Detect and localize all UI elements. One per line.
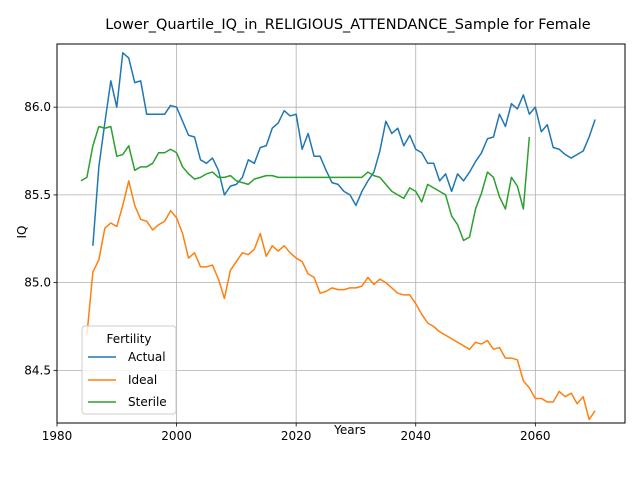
x-tick-label: 2060: [520, 429, 551, 443]
legend-label-ideal: Ideal: [128, 373, 157, 387]
legend-box: [81, 325, 177, 415]
legend: Fertility Actual Ideal Sterile: [81, 325, 177, 415]
series-line-ideal: [86, 180, 596, 421]
chart-title: Lower_Quartile_IQ_in_RELIGIOUS_ATTENDANC…: [105, 17, 591, 33]
legend-title: Fertility: [106, 332, 151, 346]
tick-layer: 1980 2000 2020 2040 2060 84.5 85.0 85.5 86.0: [24, 100, 550, 443]
x-tick-label: 1980: [42, 429, 73, 443]
y-tick-label: 85.5: [24, 188, 51, 202]
x-tick-label: 2000: [161, 429, 192, 443]
series-layer: [80, 52, 596, 421]
legend-label-actual: Actual: [128, 350, 166, 364]
y-axis-title: IQ: [15, 226, 29, 239]
plot-frame: [56, 43, 626, 424]
series-line-sterile: [80, 125, 531, 242]
y-tick-label: 85.0: [24, 276, 51, 290]
x-axis-title: Years: [333, 423, 366, 437]
legend-label-sterile: Sterile: [128, 395, 167, 409]
grid-layer: [56, 44, 625, 423]
y-tick-label: 84.5: [24, 363, 51, 377]
series-line-actual: [92, 52, 596, 246]
x-tick-label: 2020: [281, 429, 312, 443]
y-tick-label: 86.0: [24, 100, 51, 114]
x-tick-label: 2040: [400, 429, 431, 443]
